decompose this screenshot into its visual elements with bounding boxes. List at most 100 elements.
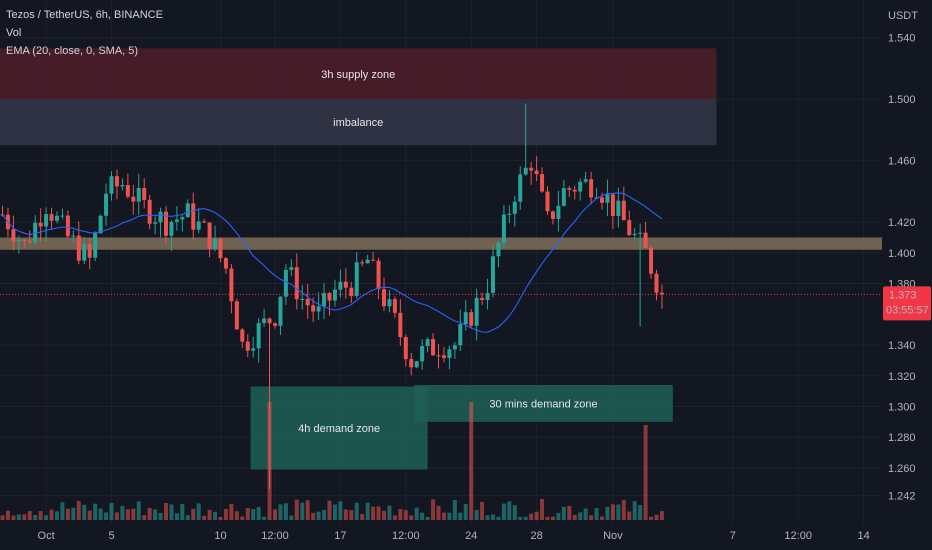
volume-bar — [654, 514, 659, 520]
candle — [316, 306, 321, 312]
volume-bar — [420, 512, 425, 520]
volume-bar — [583, 508, 588, 520]
volume-bar — [501, 503, 506, 520]
candle — [387, 299, 392, 307]
volume-bar — [338, 501, 343, 520]
volume-bar — [316, 511, 321, 520]
zone-labels-layer: 3h supply zone imbalance 4h demand zone 30 … — [298, 69, 597, 435]
volume-bar — [125, 509, 130, 520]
time-axis[interactable]: Oct 5 10 12:00 17 12:00 24 28 Nov 7 12:00 14 — [0, 524, 882, 550]
candle — [251, 348, 256, 351]
candle — [354, 262, 359, 296]
time-tick-label: 28 — [530, 530, 542, 542]
volume-bar — [311, 512, 316, 520]
candle — [436, 355, 441, 357]
volume-bar — [327, 500, 332, 520]
candle — [207, 222, 212, 250]
candle — [621, 200, 626, 221]
candle — [76, 235, 81, 261]
volume-bar — [589, 515, 594, 520]
volume-bar — [491, 514, 495, 520]
candle — [305, 298, 310, 306]
zone-imbalance — [0, 99, 717, 146]
candle — [191, 203, 196, 230]
volume-bar — [114, 512, 119, 520]
candle — [16, 239, 21, 242]
candle — [627, 220, 632, 236]
volume-bar — [322, 510, 327, 520]
candle — [556, 205, 561, 219]
candle — [632, 233, 637, 236]
candle — [567, 188, 572, 190]
volume-bar — [398, 508, 403, 520]
candle — [594, 197, 599, 199]
last-price-badge: 1.373 03:55:57 — [883, 286, 931, 321]
candle — [469, 312, 474, 326]
volume-bar — [87, 510, 92, 520]
volume-bar — [251, 509, 256, 520]
candle — [545, 191, 550, 212]
volume-bar — [93, 503, 98, 520]
volume-bar — [458, 512, 463, 520]
time-tick-label: 12:00 — [784, 530, 812, 542]
last-price-value: 1.373 — [889, 289, 917, 301]
volume-bar — [164, 502, 168, 520]
volume-bar — [463, 503, 468, 520]
volume-bar — [229, 503, 234, 520]
volume-bar — [621, 499, 626, 520]
volume-bar — [120, 505, 125, 520]
volume-legend[interactable]: Vol — [6, 27, 22, 39]
candle — [262, 318, 267, 324]
volume-bar — [567, 506, 572, 520]
candle — [452, 345, 457, 350]
volume-bar — [44, 515, 49, 520]
volume-bar — [16, 514, 21, 520]
candle — [550, 211, 555, 219]
volume-bar — [223, 508, 228, 520]
candle — [22, 239, 27, 241]
candle — [501, 214, 506, 243]
volume-bar — [610, 504, 615, 520]
candle — [142, 188, 147, 200]
volume-bar — [207, 509, 212, 520]
volume-bar — [185, 515, 190, 520]
candle — [229, 268, 234, 302]
candle — [491, 256, 495, 293]
candle — [300, 298, 305, 300]
volume-bar — [22, 514, 27, 520]
volume-bar — [425, 516, 430, 520]
zone-label: 3h supply zone — [321, 69, 395, 81]
price-tick-label: 1.320 — [888, 371, 916, 383]
candle — [638, 232, 643, 234]
candle — [174, 219, 179, 222]
price-axis[interactable]: 1.2421.2601.2801.3001.3201.3401.3801.400… — [882, 0, 932, 550]
price-tick-label: 1.460 — [888, 156, 916, 168]
volume-bar — [136, 501, 141, 520]
bar-countdown: 03:55:57 — [886, 304, 929, 316]
candle — [180, 217, 185, 220]
candle — [480, 297, 485, 301]
candle — [234, 301, 239, 330]
volume-bar — [289, 515, 294, 520]
volume-bar — [82, 504, 87, 520]
candle — [474, 297, 479, 326]
volume-bar — [382, 510, 386, 520]
candle — [131, 196, 136, 202]
candle — [616, 200, 621, 216]
currency-label: USDT — [888, 10, 918, 22]
symbol-legend[interactable]: Tezos / TetherUS, 6h, BINANCE — [6, 9, 163, 21]
volume-bar — [659, 511, 664, 520]
candle — [273, 323, 277, 326]
candle — [540, 174, 545, 192]
time-tick-label: Nov — [603, 530, 623, 542]
volume-bar — [256, 507, 261, 520]
candle — [343, 281, 348, 288]
candle — [196, 221, 201, 230]
candle — [600, 197, 604, 203]
volume-bar — [283, 503, 288, 520]
candle — [311, 305, 316, 312]
candles-layer — [0, 103, 664, 490]
time-tick-label: 10 — [214, 530, 226, 542]
ema-legend[interactable]: EMA (20, close, 0, SMA, 5) — [6, 45, 139, 57]
